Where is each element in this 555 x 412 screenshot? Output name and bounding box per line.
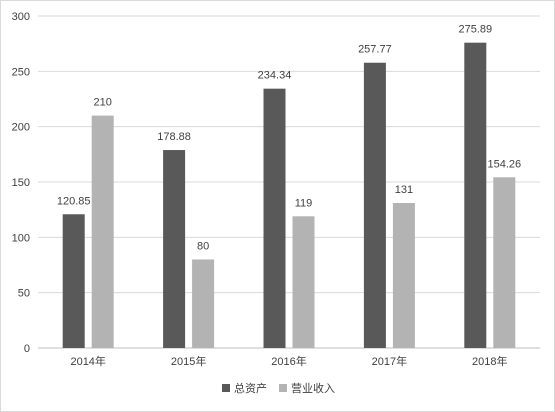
y-tick-label: 0	[24, 343, 30, 355]
x-tick-label: 2018年	[472, 354, 507, 368]
x-tick-label: 2015年	[171, 354, 206, 368]
y-tick-label: 200	[12, 122, 30, 134]
data-label: 210	[94, 97, 112, 109]
legend-swatch	[279, 384, 287, 392]
data-label: 120.85	[57, 195, 91, 207]
data-label: 257.77	[358, 44, 392, 56]
bar-series1	[62, 214, 85, 348]
bar-series2	[292, 216, 315, 348]
bar-series1	[363, 62, 386, 349]
y-tick-label: 250	[12, 66, 30, 78]
x-tick-label: 2016年	[271, 354, 306, 368]
legend-label: 总资产	[234, 381, 267, 395]
data-label: 154.26	[487, 158, 521, 170]
y-tick-label: 150	[12, 177, 30, 189]
bar-series2	[493, 177, 516, 348]
x-tick-label: 2017年	[372, 354, 407, 368]
bar-series1	[263, 88, 286, 349]
y-tick-label: 300	[12, 11, 30, 23]
y-tick-label: 100	[12, 232, 30, 244]
bar-series1	[464, 42, 487, 348]
legend-swatch	[222, 384, 230, 392]
bar-series2	[192, 259, 215, 348]
data-label: 178.88	[157, 131, 191, 143]
bar-series2	[392, 203, 415, 348]
x-tick-label: 2014年	[70, 354, 105, 368]
bar-series2	[91, 115, 114, 348]
bar-series1	[163, 150, 186, 348]
legend-label: 营业收入	[291, 381, 335, 395]
data-label: 131	[395, 184, 413, 196]
data-label: 234.34	[258, 70, 292, 82]
data-label: 119	[295, 197, 313, 209]
data-label: 80	[197, 240, 209, 252]
data-label: 275.89	[458, 24, 492, 36]
y-tick-label: 50	[18, 288, 30, 300]
